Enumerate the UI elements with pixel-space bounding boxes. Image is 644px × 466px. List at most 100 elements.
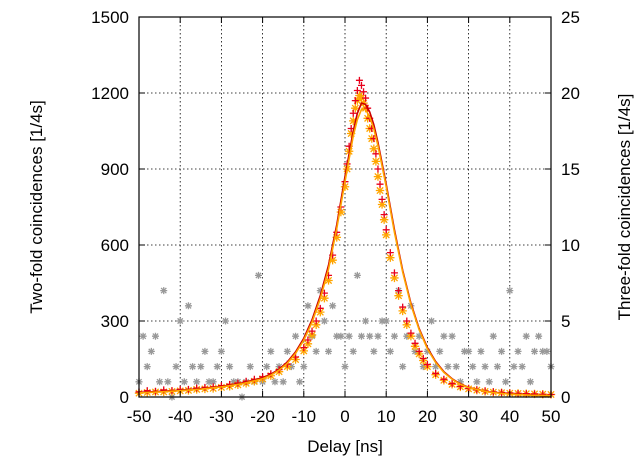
x-axis-label: Delay [ns] [307, 437, 383, 456]
data-point [382, 226, 390, 234]
data-point [312, 317, 320, 325]
data-point [345, 332, 353, 340]
data-point [197, 363, 205, 371]
data-point [349, 116, 358, 126]
data-point [308, 327, 316, 335]
data-point [271, 378, 279, 386]
y2-axis-label: Three-fold coincidences [1/4s] [615, 94, 634, 321]
data-point [386, 347, 394, 355]
data-point [432, 369, 440, 377]
data-point [139, 332, 147, 340]
data-point [374, 332, 382, 340]
data-point [369, 144, 379, 153]
data-point [340, 182, 350, 191]
data-point [300, 344, 308, 352]
data-point [428, 317, 436, 325]
data-point [395, 287, 403, 295]
y-tick-label: 1500 [91, 8, 129, 27]
data-point [370, 347, 378, 355]
data-point [172, 363, 180, 371]
data-point [357, 93, 366, 103]
data-point [292, 332, 300, 340]
data-point [222, 317, 230, 325]
data-point [160, 287, 168, 295]
data-point [201, 347, 209, 355]
data-point [180, 378, 188, 386]
x-tick-label: 10 [377, 407, 396, 426]
x-tick-label: 20 [418, 407, 437, 426]
data-point [217, 347, 225, 355]
data-point [312, 347, 320, 355]
data-point [514, 347, 522, 355]
data-point [143, 363, 151, 371]
data-point [362, 94, 370, 102]
data-point [531, 347, 539, 355]
data-point [320, 317, 328, 325]
data-point [382, 230, 391, 240]
data-point [440, 375, 448, 383]
x-tick-label: -10 [292, 407, 317, 426]
data-point [423, 347, 431, 355]
data-point [531, 390, 539, 398]
data-point [407, 329, 415, 337]
data-point [372, 150, 380, 158]
data-point [415, 347, 423, 355]
x-tick-label: -20 [250, 407, 275, 426]
series-4 [138, 108, 552, 397]
data-point [460, 347, 468, 355]
data-point [296, 378, 304, 386]
data-point [355, 76, 363, 84]
data-point [209, 378, 217, 386]
data-point [164, 378, 172, 386]
data-point [419, 354, 427, 362]
data-point [205, 378, 213, 386]
data-point [328, 256, 337, 265]
data-point [193, 378, 201, 386]
data-point [402, 320, 411, 329]
data-point [481, 363, 489, 371]
data-point [432, 363, 440, 371]
y-axis-label: Two-fold coincidences [1/4s] [27, 100, 46, 314]
data-point [176, 317, 184, 325]
data-point [332, 233, 341, 242]
data-point [341, 363, 349, 371]
data-point [353, 86, 361, 94]
data-point [539, 347, 547, 355]
data-point [371, 157, 381, 166]
data-point [351, 97, 359, 105]
data-point [394, 291, 403, 300]
data-point [390, 269, 398, 277]
data-point [380, 211, 388, 219]
data-point [489, 332, 497, 340]
data-point [386, 249, 394, 257]
data-point [189, 363, 197, 371]
data-point [436, 347, 444, 355]
fit-curve [138, 108, 552, 397]
y-tick-label: 0 [120, 388, 129, 407]
data-point [246, 363, 254, 371]
data-point [376, 180, 384, 188]
data-point [184, 302, 192, 310]
data-point [378, 317, 386, 325]
y-tick-label: 300 [101, 312, 129, 331]
grid [139, 17, 551, 397]
data-point [263, 363, 271, 371]
x-tick-label: 30 [459, 407, 478, 426]
data-point [151, 332, 159, 340]
data-point [303, 339, 313, 348]
data-point [452, 363, 460, 371]
data-point [465, 347, 473, 355]
data-point [360, 88, 368, 96]
data-point [379, 215, 389, 224]
data-point [324, 276, 333, 285]
data-point [382, 317, 390, 325]
data-point [375, 186, 385, 195]
data-point [346, 129, 356, 138]
data-point [473, 378, 481, 386]
data-point [333, 332, 341, 340]
data-point [300, 363, 308, 371]
data-point [156, 378, 164, 386]
axis-ticks: -50 -40 -30 -20 -10 0 10 20 30 40 5003006009001200… [91, 8, 580, 426]
data-point [543, 347, 551, 355]
